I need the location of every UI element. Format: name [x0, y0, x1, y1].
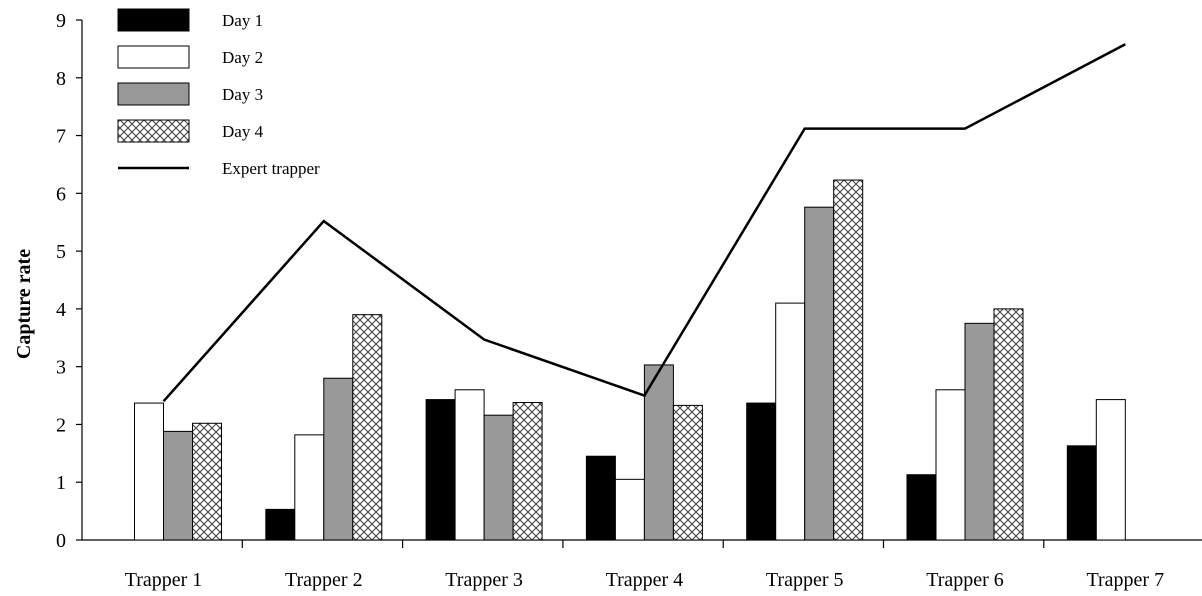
- y-tick-label-0: 0: [56, 530, 66, 552]
- bar-day-1-trapper-6: [906, 474, 937, 541]
- bar-day-4-trapper-6: [993, 308, 1024, 541]
- legend-label-day-1: Day 1: [222, 11, 263, 30]
- bar-day-3-trapper-6: [964, 322, 995, 541]
- y-tick-label-7: 7: [56, 126, 66, 148]
- x-tick-label-trapper-5: Trapper 5: [766, 569, 844, 591]
- bar-day-4-trapper-3: [512, 401, 543, 541]
- bar-day-4-trapper-4: [672, 404, 703, 541]
- bar-day-1-trapper-5: [746, 402, 777, 541]
- legend-swatch-day-4: [117, 119, 190, 143]
- legend-label-day-4: Day 4: [222, 122, 264, 141]
- bar-day-1-trapper-4: [585, 455, 616, 541]
- expert-line-group: [162, 43, 1126, 403]
- line-expert-trapper: [162, 43, 1126, 403]
- y-axis-ticks: 0 1 2 3 4 5 6 7 8 9: [56, 10, 82, 552]
- bar-day-4-trapper-1: [192, 422, 222, 541]
- y-tick-label-3: 3: [56, 357, 66, 379]
- y-tick-label-8: 8: [56, 68, 66, 90]
- legend-swatch-day-2: [117, 45, 190, 69]
- legend-swatch-day-1: [117, 8, 190, 32]
- x-tick-label-trapper-1: Trapper 1: [125, 569, 203, 591]
- bar-day-3-trapper-1: [163, 430, 193, 541]
- legend-label-day-3: Day 3: [222, 85, 263, 104]
- bar-day-2-trapper-7: [1095, 399, 1126, 541]
- x-tick-label-trapper-7: Trapper 7: [1087, 569, 1165, 591]
- bar-day-3-trapper-4: [643, 364, 674, 541]
- y-tick-label-6: 6: [56, 183, 66, 205]
- x-tick-label-trapper-6: Trapper 6: [926, 569, 1004, 591]
- bars-group: [134, 179, 1126, 541]
- y-tick-label-4: 4: [56, 299, 66, 321]
- legend-label-expert-trapper: Expert trapper: [222, 159, 320, 178]
- x-tick-label-trapper-4: Trapper 4: [606, 569, 684, 591]
- bar-day-1-trapper-3: [425, 399, 456, 541]
- bar-day-2-trapper-2: [294, 434, 325, 541]
- y-tick-label-5: 5: [56, 241, 66, 263]
- bar-day-1-trapper-2: [265, 508, 296, 541]
- bar-day-3-trapper-2: [323, 377, 354, 541]
- bar-day-4-trapper-5: [833, 179, 864, 541]
- bar-day-3-trapper-3: [483, 414, 514, 541]
- y-tick-label-2: 2: [56, 414, 66, 436]
- bar-day-4-trapper-2: [352, 314, 383, 541]
- bar-day-1-trapper-7: [1066, 445, 1097, 541]
- bar-day-2-trapper-6: [935, 389, 966, 541]
- y-tick-label-9: 9: [56, 10, 66, 32]
- legend: Day 1 Day 2 Day 3 Day 4 Expert trapper: [117, 8, 320, 178]
- y-tick-label-1: 1: [56, 472, 66, 494]
- bar-day-2-trapper-3: [454, 389, 485, 541]
- x-axis-ticks: Trapper 1 Trapper 2 Trapper 3 Trapper 4 Trap…: [125, 540, 1164, 591]
- bar-day-2-trapper-5: [775, 302, 806, 541]
- x-tick-label-trapper-3: Trapper 3: [445, 569, 523, 591]
- x-tick-label-trapper-2: Trapper 2: [285, 569, 363, 591]
- bar-day-3-trapper-5: [804, 206, 835, 541]
- y-axis-title: Capture rate: [13, 249, 35, 359]
- bar-day-2-trapper-4: [614, 478, 645, 541]
- legend-swatch-day-3: [117, 82, 190, 106]
- bar-day-2-trapper-1: [134, 402, 164, 541]
- legend-label-day-2: Day 2: [222, 48, 263, 67]
